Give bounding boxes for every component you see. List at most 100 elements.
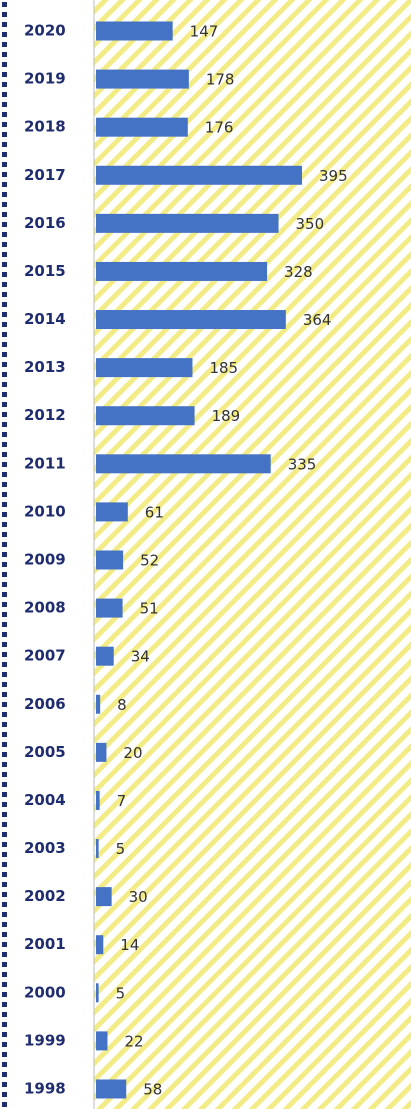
border-dot (2, 302, 7, 307)
border-dot (2, 42, 7, 47)
border-dot (2, 672, 7, 677)
border-dot (2, 122, 7, 127)
border-dot (2, 982, 7, 987)
value-label: 395 (319, 167, 348, 185)
border-dot (2, 622, 7, 627)
border-dot (2, 512, 7, 517)
border-dot (2, 172, 7, 177)
border-dot (2, 252, 7, 257)
bar (96, 983, 99, 1003)
y-tick-label: 2004 (24, 791, 66, 809)
border-dot (2, 152, 7, 157)
bar (96, 839, 99, 859)
border-dot (2, 342, 7, 347)
value-label: 185 (209, 359, 238, 377)
border-dot (2, 832, 7, 837)
value-label: 364 (303, 311, 332, 329)
border-dot (2, 322, 7, 327)
border-dot (2, 502, 7, 507)
border-dot (2, 432, 7, 437)
border-dot (2, 292, 7, 297)
border-dot (2, 312, 7, 317)
border-dot (2, 772, 7, 777)
bar (96, 502, 128, 522)
value-label: 5 (116, 984, 126, 1002)
border-dot (2, 692, 7, 697)
left-border (2, 2, 7, 1107)
bar (96, 790, 100, 810)
bar (96, 454, 271, 474)
border-dot (2, 932, 7, 937)
value-label: 335 (288, 455, 317, 473)
value-label: 20 (123, 744, 142, 762)
border-dot (2, 62, 7, 67)
value-label: 178 (206, 71, 235, 89)
border-dot (2, 802, 7, 807)
border-dot (2, 2, 7, 7)
value-label: 58 (143, 1080, 162, 1098)
border-dot (2, 392, 7, 397)
border-dot (2, 352, 7, 357)
border-dot (2, 242, 7, 247)
border-dot (2, 492, 7, 497)
y-tick-label: 2019 (24, 70, 66, 88)
y-tick-label: 2008 (24, 599, 66, 617)
border-dot (2, 562, 7, 567)
border-dot (2, 222, 7, 227)
value-label: 7 (117, 792, 127, 810)
bar (96, 165, 302, 185)
border-dot (2, 182, 7, 187)
border-dot (2, 442, 7, 447)
border-dot (2, 752, 7, 757)
bar (96, 310, 286, 330)
y-tick-label: 2015 (24, 262, 66, 280)
border-dot (2, 582, 7, 587)
border-dot (2, 102, 7, 107)
border-dot (2, 1042, 7, 1047)
value-label: 51 (140, 600, 159, 618)
border-dot (2, 712, 7, 717)
y-tick-label: 2016 (24, 214, 66, 232)
bar (96, 887, 112, 907)
y-tick-label: 2003 (24, 839, 66, 857)
border-dot (2, 202, 7, 207)
border-dot (2, 382, 7, 387)
plot-background (94, 0, 411, 1109)
border-dot (2, 872, 7, 877)
border-dot (2, 72, 7, 77)
border-dot (2, 1012, 7, 1017)
border-dot (2, 162, 7, 167)
border-dot (2, 812, 7, 817)
y-tick-label: 2001 (24, 935, 66, 953)
border-dot (2, 1102, 7, 1107)
border-dot (2, 572, 7, 577)
value-label: 328 (284, 263, 313, 281)
y-tick-label: 1999 (24, 1031, 66, 1049)
border-dot (2, 862, 7, 867)
y-tick-label: 2005 (24, 743, 66, 761)
value-label: 147 (190, 23, 219, 41)
border-dot (2, 112, 7, 117)
y-tick-label: 2012 (24, 406, 66, 424)
border-dot (2, 22, 7, 27)
border-dot (2, 822, 7, 827)
y-tick-label: 1998 (24, 1079, 66, 1097)
border-dot (2, 142, 7, 147)
bar (96, 935, 104, 955)
bar (96, 694, 101, 714)
border-dot (2, 412, 7, 417)
border-dot (2, 632, 7, 637)
border-dot (2, 602, 7, 607)
border-dot (2, 732, 7, 737)
border-dot (2, 852, 7, 857)
border-dot (2, 552, 7, 557)
y-tick-label: 2020 (24, 22, 66, 40)
border-dot (2, 792, 7, 797)
border-dot (2, 762, 7, 767)
y-tick-label: 2018 (24, 118, 66, 136)
border-dot (2, 282, 7, 287)
bar (96, 358, 193, 378)
border-dot (2, 422, 7, 427)
border-dot (2, 192, 7, 197)
